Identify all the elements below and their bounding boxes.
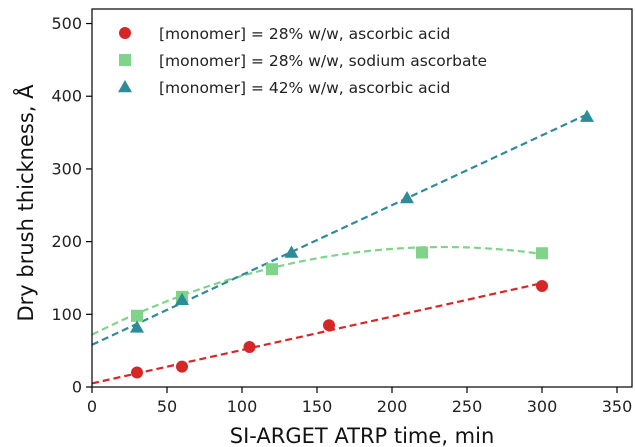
- data-point-series-1-4: [536, 247, 548, 260]
- data-point-series-0-2: [243, 341, 256, 354]
- x-tick-label-7: 350: [602, 397, 633, 416]
- x-tick-label-2: 100: [227, 397, 258, 416]
- y-tick-label-3: 300: [51, 159, 82, 178]
- legend-marker-shape-0: [119, 27, 131, 39]
- y-tick-label-5: 500: [51, 14, 82, 33]
- y-tick-label-0: 0: [72, 378, 82, 397]
- plot-frame: [91, 8, 633, 388]
- data-point-series-1-2: [266, 263, 278, 276]
- x-tick-label-1: 50: [157, 397, 177, 416]
- x-axis-label: SI-ARGET ATRP time, min: [230, 424, 495, 447]
- fit-lines: [91, 113, 588, 385]
- legend-entry-1: [monomer] = 28% w/w, sodium ascorbate: [119, 52, 487, 70]
- data-point-series-2-2: [284, 245, 299, 258]
- y-tick-label-4: 400: [51, 87, 82, 106]
- data-points: [130, 109, 594, 379]
- y-axis-ticks: 0 100 200 300 400 500: [51, 14, 92, 397]
- data-point-series-2-0: [130, 320, 144, 333]
- data-point-series-2-4: [580, 109, 594, 122]
- data-point-series-1-0: [131, 309, 143, 322]
- fit-line-series-2: [91, 113, 588, 346]
- legend-marker-shape-1: [119, 54, 131, 66]
- y-tick-label-1: 100: [51, 305, 82, 324]
- x-tick-label-0: 0: [87, 397, 97, 416]
- data-point-series-2-1: [175, 292, 189, 306]
- data-point-series-0-4: [536, 279, 548, 292]
- data-point-series-2-3: [400, 191, 414, 204]
- legend-entry-0: [monomer] = 28% w/w, ascorbic acid: [119, 25, 450, 43]
- x-tick-label-5: 250: [452, 397, 483, 416]
- legend-entry-2: [monomer] = 42% w/w, ascorbic acid: [118, 79, 450, 97]
- legend-label-2: [monomer] = 42% w/w, ascorbic acid: [159, 79, 450, 97]
- fit-line-series-0: [91, 282, 543, 385]
- legend-marker-1: [119, 54, 131, 66]
- fit-line-series-1: [91, 245, 543, 336]
- legend-marker-0: [119, 27, 131, 39]
- legend-label-1: [monomer] = 28% w/w, sodium ascorbate: [159, 52, 487, 70]
- y-tick-label-2: 200: [51, 232, 82, 251]
- y-axis-label: Dry brush thickness, Å: [12, 84, 38, 322]
- x-axis-ticks: 0 50 100 150 200 250 300 350: [87, 387, 632, 416]
- x-tick-label-3: 150: [302, 397, 333, 416]
- legend: [monomer] = 28% w/w, ascorbic acid [mono…: [118, 25, 487, 97]
- legend-label-0: [monomer] = 28% w/w, ascorbic acid: [159, 25, 450, 43]
- x-tick-label-4: 200: [377, 397, 408, 416]
- data-point-series-0-0: [131, 366, 143, 379]
- data-point-series-0-3: [323, 319, 335, 332]
- x-tick-label-6: 300: [527, 397, 558, 416]
- data-point-series-0-1: [176, 360, 188, 373]
- data-point-series-1-3: [416, 246, 428, 259]
- legend-marker-shape-2: [118, 80, 132, 93]
- legend-marker-2: [118, 80, 132, 93]
